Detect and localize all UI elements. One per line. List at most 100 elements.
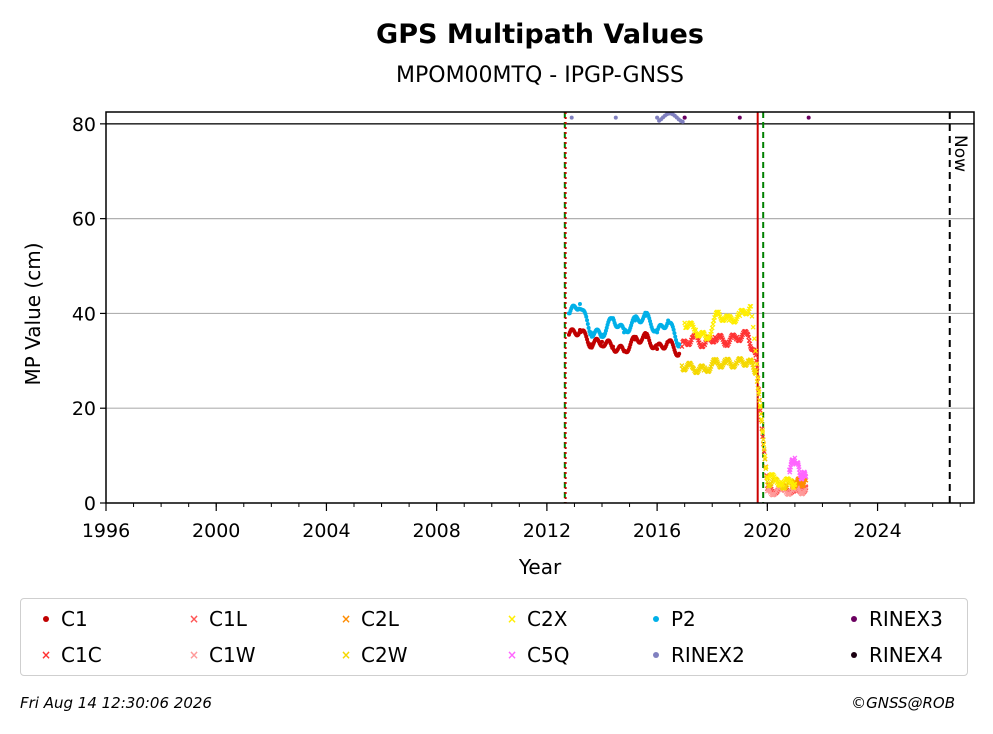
point-C2X: [751, 336, 757, 342]
point-C2X: [737, 313, 743, 319]
y-tick-label-1: 20: [72, 398, 96, 420]
x-tick-label-4: 2012: [523, 520, 571, 542]
chart-subtitle: MPOM00MTQ - IPGP-GNSS: [396, 63, 684, 88]
point-C2X: [749, 313, 755, 319]
point-C2W: [755, 385, 761, 391]
legend-label: C5Q: [527, 643, 570, 667]
point-C2X: [754, 361, 760, 367]
x-tick-label-2: 2004: [302, 520, 350, 542]
point-C5Q: [792, 455, 798, 461]
point-P2: [588, 330, 593, 335]
y-axis-ticks: 0 20 40 60 80: [72, 114, 106, 515]
legend-label: C2L: [361, 607, 399, 631]
legend-marker: [39, 612, 53, 626]
point-C2X: [762, 453, 768, 459]
series-C2W: [679, 355, 798, 491]
point-C2X: [758, 416, 764, 422]
data-points: [566, 111, 811, 498]
point-C2X: [708, 328, 714, 334]
legend-label: C1C: [61, 643, 102, 667]
legend-marker: ×: [340, 648, 352, 662]
legend-label: C1: [61, 607, 88, 631]
legend-label: RINEX2: [671, 643, 745, 667]
legend-marker: [649, 648, 663, 662]
point-C1: [611, 344, 616, 349]
point-C2X: [761, 442, 767, 448]
point-C2W: [760, 437, 766, 443]
series-P2: [566, 301, 682, 349]
x-axis-label: Year: [518, 555, 562, 579]
x-tick-label-7: 2024: [853, 520, 901, 542]
legend-label: C2W: [361, 643, 408, 667]
point-C1: [655, 346, 660, 351]
point-RINEX2: [613, 115, 618, 120]
point-P2: [585, 318, 590, 323]
point-P2: [677, 342, 682, 347]
x-tick-label-5: 2016: [633, 520, 681, 542]
point-RINEX2: [569, 115, 574, 120]
point-C1C: [746, 334, 752, 340]
event-lines: [563, 112, 951, 503]
series-RINEX3: [682, 115, 811, 120]
point-C1: [600, 339, 604, 344]
point-C2X: [756, 389, 762, 395]
point-P2: [584, 314, 589, 319]
point-P2: [585, 322, 590, 327]
point-C2W: [758, 411, 764, 417]
point-RINEX3: [682, 115, 687, 120]
legend-marker: ×: [506, 612, 518, 626]
point-C1W: [803, 487, 809, 493]
point-RINEX2: [680, 119, 685, 124]
point-C2X: [792, 481, 798, 487]
point-RINEX3: [737, 115, 742, 120]
legend-label: RINEX3: [869, 607, 943, 631]
legend-label: RINEX4: [869, 643, 943, 667]
point-C2X: [748, 303, 754, 309]
point-C2X: [693, 327, 699, 333]
point-C2W: [753, 367, 759, 373]
series-RINEX2: [569, 111, 687, 124]
x-tick-label-3: 2008: [412, 520, 460, 542]
point-C2X: [711, 318, 717, 324]
point-P2: [586, 325, 591, 330]
point-P2: [577, 301, 582, 306]
y-tick-label-2: 40: [72, 303, 96, 325]
plot-area: [105, 111, 975, 504]
y-tick-label-3: 60: [72, 209, 96, 231]
footer-timestamp: Fri Aug 14 12:30:06 2026: [20, 694, 212, 712]
point-C2X: [750, 324, 756, 330]
y-tick-label-0: 0: [84, 493, 96, 515]
point-C2W: [754, 379, 760, 384]
legend-marker: ×: [40, 648, 52, 662]
series-C2X: [682, 303, 798, 491]
footer-copyright: ©GNSS@ROB: [851, 694, 955, 712]
now-label: Now: [950, 135, 970, 172]
point-C2W: [679, 363, 685, 369]
legend-marker: ×: [506, 648, 518, 662]
legend-marker: ×: [340, 612, 352, 626]
legend-label: P2: [671, 607, 696, 631]
point-P2: [655, 330, 660, 335]
point-C2W: [757, 397, 762, 403]
legend-marker: [847, 612, 861, 626]
legend-label: C1W: [209, 643, 256, 667]
x-tick-label-1: 2000: [192, 520, 240, 542]
x-tick-label-6: 2020: [743, 520, 791, 542]
chart-title: GPS Multipath Values: [376, 19, 704, 50]
point-P2: [673, 334, 678, 339]
series-C1: [566, 327, 682, 358]
legend-label: C1L: [209, 607, 247, 631]
point-C2X: [755, 375, 761, 381]
legend-label: C2X: [527, 607, 568, 631]
point-P2: [672, 331, 677, 336]
point-C2W: [757, 404, 763, 410]
point-C2X: [753, 348, 758, 354]
point-P2: [604, 325, 609, 330]
legend: C1 × C1L × C2L × C2X P2 RINEX3 × C1C × C1W × C2W × C5Q RI…: [20, 598, 968, 676]
legend-marker: [847, 648, 861, 662]
grid-lines: [106, 123, 974, 409]
point-C2X: [709, 325, 715, 331]
x-tick-label-0: 1996: [82, 520, 130, 542]
y-axis-label: MP Value (cm): [21, 242, 45, 385]
